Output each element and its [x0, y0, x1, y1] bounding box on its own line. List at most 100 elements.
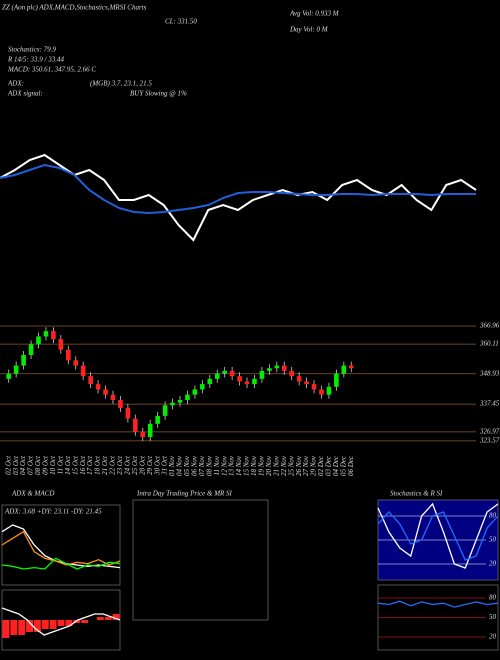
x-tick-label: 20 Nov: [265, 455, 273, 476]
indicator-line: [1, 557, 121, 570]
panel-title: ADX & MACD: [11, 490, 54, 498]
panel: [132, 499, 269, 621]
x-tick-label: 21 Oct: [101, 455, 109, 475]
candle-body: [348, 365, 354, 369]
x-tick-label: 04 Nov: [176, 455, 184, 476]
y-tick-label: 50: [489, 613, 497, 621]
header-text: Day Vol: 0 M: [289, 26, 329, 34]
candle-body: [36, 336, 41, 345]
candle-body: [162, 405, 168, 416]
x-tick-label: 01 Nov: [168, 455, 176, 476]
x-tick-label: 02 Dec: [317, 455, 325, 476]
x-tick-label: 22 Oct: [109, 455, 117, 475]
x-tick-label: 10 Oct: [49, 455, 57, 475]
candle-body: [237, 376, 242, 382]
y-tick-label: 337.45: [479, 400, 500, 408]
candle-body: [88, 376, 93, 385]
candle-body: [65, 349, 71, 361]
y-tick-label: 360.11: [479, 340, 499, 348]
candle-body: [229, 370, 235, 377]
x-tick-label: 12 Nov: [220, 455, 228, 476]
candle-body: [21, 355, 26, 366]
candle-body: [185, 394, 190, 400]
header-text: R 14/5: 33.9 / 33.44: [7, 56, 64, 64]
candle-body: [274, 365, 280, 369]
x-tick-label: 03 Dec: [325, 455, 333, 476]
y-tick-label: 50: [489, 536, 497, 544]
candle-body: [43, 331, 49, 337]
x-tick-label: 16 Oct: [79, 455, 87, 475]
x-tick-label: 25 Oct: [131, 455, 139, 475]
header-text: (MGB) 3.7, 23.1, 21.5: [90, 80, 152, 88]
indicator-line: [377, 511, 499, 561]
header-text: ADX:: [7, 80, 24, 88]
y-tick-label: 80: [489, 512, 497, 520]
histogram-bar: [49, 620, 57, 629]
candle-body: [326, 386, 332, 395]
candle-body: [214, 373, 220, 379]
candle-body: [177, 400, 183, 403]
histogram-bar: [26, 620, 33, 632]
x-tick-label: 21 Nov: [272, 455, 280, 476]
indicator-line: [377, 502, 499, 569]
histogram-bar: [57, 620, 65, 626]
x-tick-label: 28 Oct: [138, 455, 146, 475]
x-tick-label: 27 Nov: [302, 455, 310, 476]
x-tick-label: 07 Oct: [27, 455, 35, 475]
candle-body: [289, 370, 295, 377]
candle-body: [259, 370, 265, 379]
x-tick-label: 17 Oct: [86, 455, 94, 475]
candle-body: [311, 384, 317, 390]
candle-body: [73, 360, 79, 366]
candle-body: [296, 376, 302, 382]
histogram-bar: [96, 617, 104, 620]
candle-body: [133, 418, 138, 432]
x-tick-label: 08 Oct: [34, 455, 42, 475]
candle-body: [13, 365, 19, 374]
header-text: ADX signal:: [7, 90, 43, 98]
y-tick-label: 323.57: [479, 436, 500, 444]
indicator-line: [0, 163, 476, 215]
candle-body: [200, 384, 205, 390]
x-tick-label: 09 Oct: [42, 455, 50, 475]
histogram-bar: [41, 620, 49, 629]
x-tick-label: 19 Nov: [258, 455, 266, 476]
header-text: BUY Slowing @ 1%: [130, 90, 187, 98]
x-tick-label: 07 Nov: [198, 455, 206, 476]
candle-body: [155, 415, 160, 424]
y-tick-label: 20: [489, 633, 497, 641]
x-tick-label: 05 Dec: [339, 455, 347, 476]
x-tick-label: 04 Oct: [19, 455, 27, 475]
y-tick-label: 326.97: [479, 427, 500, 435]
candle-body: [6, 373, 12, 379]
y-tick-label: 348.93: [479, 369, 500, 377]
x-tick-label: 15 Oct: [71, 455, 79, 475]
panel-title: Intra Day Trading Price & MR SI: [136, 490, 233, 498]
candle-body: [118, 400, 123, 408]
candle-body: [125, 407, 131, 419]
header-text: CL: 331.50: [165, 18, 197, 26]
candle-body: [28, 344, 34, 355]
x-tick-label: 22 Nov: [280, 455, 288, 476]
x-tick-label: 06 Dec: [347, 455, 355, 476]
x-tick-label: 29 Nov: [310, 455, 318, 476]
histogram-bar: [112, 614, 120, 620]
panel-title: Stochastics & R SI: [390, 490, 443, 498]
candle-body: [319, 389, 324, 395]
x-tick-label: 11 Oct: [56, 455, 64, 474]
header-text: MACD: 350.61, 347.95, 2.66 C: [7, 66, 96, 74]
header-text: Stochastics: 79.9: [8, 46, 56, 54]
indicator-line: [1, 607, 121, 636]
histogram-bar: [81, 620, 89, 623]
histogram-bar: [33, 620, 41, 632]
x-tick-label: 25 Nov: [287, 455, 295, 476]
x-tick-label: 29 Oct: [146, 455, 154, 475]
x-tick-label: 14 Nov: [235, 455, 243, 476]
candle-body: [207, 378, 213, 385]
candle-body: [51, 331, 56, 340]
candle-body: [267, 368, 272, 371]
candle-body: [252, 378, 257, 385]
candle-body: [140, 431, 146, 438]
y-tick-label: 80: [489, 594, 497, 602]
